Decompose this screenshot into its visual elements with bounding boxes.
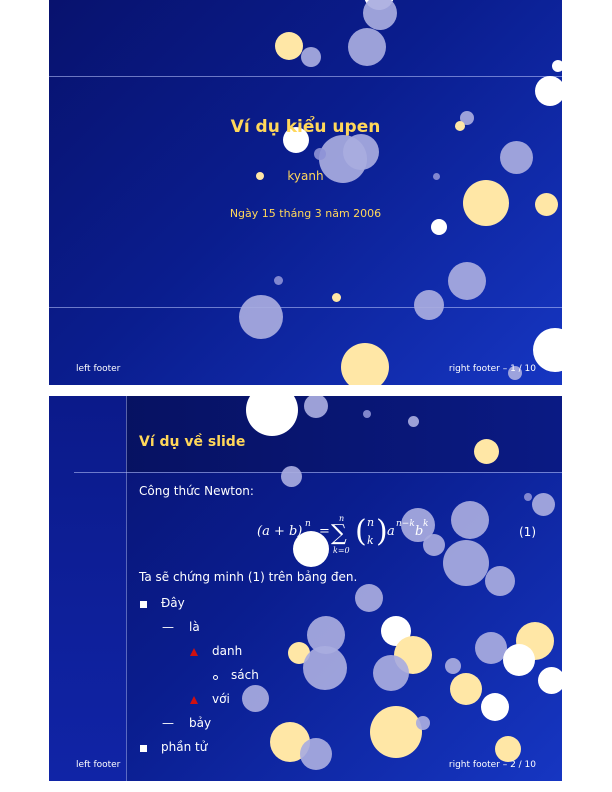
bubble bbox=[532, 493, 555, 516]
list-item: danh bbox=[212, 644, 243, 658]
bubble bbox=[431, 219, 447, 235]
dash-bullet: — bbox=[162, 620, 174, 634]
sidebar-rule bbox=[126, 396, 127, 781]
bubble bbox=[274, 276, 283, 285]
bubble bbox=[414, 290, 444, 320]
bubble bbox=[275, 32, 303, 60]
bubble bbox=[508, 366, 522, 380]
square-bullet bbox=[140, 601, 147, 608]
bubble bbox=[293, 531, 329, 567]
bubble bbox=[246, 396, 298, 436]
bubble bbox=[408, 416, 419, 427]
footer-right: right footer – 1 / 10 bbox=[448, 364, 536, 374]
bubble bbox=[524, 493, 532, 501]
slide-title: Ví dụ kiểu upen bbox=[230, 117, 381, 137]
bubble bbox=[304, 396, 328, 418]
slide-title: Ví dụ về slide bbox=[139, 434, 246, 450]
bubble bbox=[474, 439, 499, 464]
list-item: Đây bbox=[161, 596, 185, 610]
bubble bbox=[363, 0, 397, 30]
bubble bbox=[552, 60, 562, 72]
list-item: bảy bbox=[189, 716, 212, 730]
title-rule bbox=[74, 472, 562, 473]
circle-bullet bbox=[213, 675, 218, 680]
bubble bbox=[256, 172, 264, 180]
bubble bbox=[283, 127, 309, 153]
bubble bbox=[341, 343, 389, 385]
list-item: sách bbox=[231, 668, 259, 682]
bubble bbox=[533, 328, 562, 372]
top-rule bbox=[49, 76, 562, 77]
bubble bbox=[538, 667, 562, 694]
bubble bbox=[448, 262, 486, 300]
bubble bbox=[373, 655, 409, 691]
bubble bbox=[463, 180, 509, 226]
bubble bbox=[450, 673, 482, 705]
slide-2: Ví dụ về slide Công thức Newton: (a + b)… bbox=[49, 396, 562, 781]
bubble bbox=[281, 466, 302, 487]
proof-text: Ta sẽ chứng minh (1) trên bảng đen. bbox=[139, 570, 358, 584]
footer-right: right footer – 2 / 10 bbox=[448, 760, 536, 770]
bubble bbox=[485, 566, 515, 596]
bottom-rule bbox=[49, 307, 562, 308]
square-bullet bbox=[140, 745, 147, 752]
bubble bbox=[348, 28, 386, 66]
bubble bbox=[475, 632, 507, 664]
dash-bullet: — bbox=[162, 716, 174, 730]
list-item: với bbox=[212, 692, 230, 706]
list-item: phần tử bbox=[161, 740, 208, 754]
sidebar bbox=[49, 396, 126, 781]
bubble bbox=[433, 173, 440, 180]
bubble bbox=[343, 134, 379, 170]
bubble bbox=[500, 141, 533, 174]
footer-left: left footer bbox=[76, 760, 121, 770]
bubble bbox=[303, 646, 347, 690]
binomial-formula: (a + b) n = n ∑ k=0 ( n k ) a n−k b k bbox=[257, 514, 429, 555]
triangle-bullet bbox=[190, 648, 198, 656]
bubble bbox=[355, 584, 383, 612]
bubble bbox=[301, 47, 321, 67]
formula-label: (1) bbox=[519, 525, 536, 539]
slide-date: Ngày 15 tháng 3 năm 2006 bbox=[229, 207, 382, 220]
slide-1: Ví dụ kiểu upen kyanh Ngày 15 tháng 3 nă… bbox=[49, 0, 562, 385]
bubble bbox=[300, 738, 332, 770]
bubble bbox=[239, 295, 283, 339]
formula-intro: Công thức Newton: bbox=[139, 484, 254, 498]
bubble bbox=[495, 736, 521, 762]
bubble bbox=[416, 716, 430, 730]
slide-author: kyanh bbox=[287, 169, 324, 183]
bubble bbox=[363, 410, 371, 418]
bubble bbox=[535, 76, 562, 106]
bubble bbox=[455, 121, 465, 131]
bubble bbox=[423, 534, 445, 556]
triangle-bullet bbox=[190, 696, 198, 704]
bubble bbox=[535, 193, 558, 216]
bubble bbox=[503, 644, 535, 676]
bubble bbox=[314, 148, 326, 160]
bubble bbox=[443, 540, 489, 586]
bubble bbox=[370, 706, 422, 758]
bubble bbox=[445, 658, 461, 674]
bubble bbox=[242, 685, 269, 712]
bubble bbox=[332, 293, 341, 302]
list-item: là bbox=[189, 620, 200, 634]
bubble bbox=[451, 501, 489, 539]
bubble bbox=[481, 693, 509, 721]
footer-left: left footer bbox=[76, 364, 121, 374]
